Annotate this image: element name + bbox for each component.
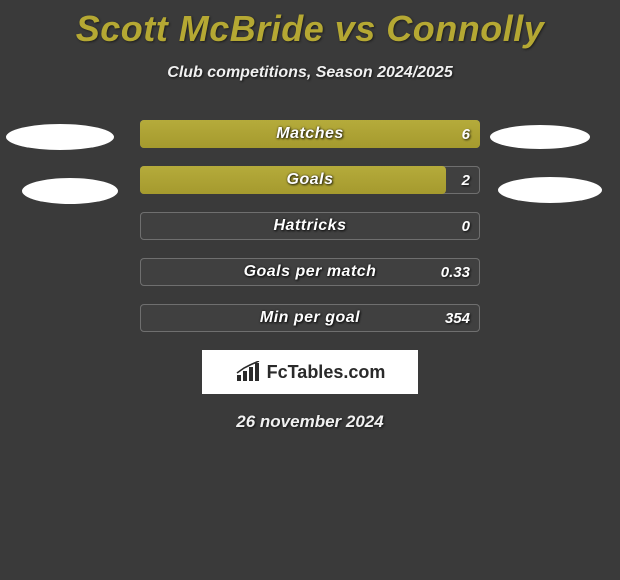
- bar-label: Goals per match: [140, 258, 480, 286]
- stat-bar-row: Hattricks0: [140, 212, 480, 240]
- logo-text: FcTables.com: [267, 362, 386, 383]
- subtitle: Club competitions, Season 2024/2025: [0, 64, 620, 82]
- bar-label: Matches: [140, 120, 480, 148]
- date-text: 26 november 2024: [0, 412, 620, 432]
- bar-label: Goals: [140, 166, 480, 194]
- stat-bar-row: Min per goal354: [140, 304, 480, 332]
- logo-box: FcTables.com: [202, 350, 418, 394]
- bar-value: 0: [462, 212, 470, 240]
- stat-bar-row: Matches6: [140, 120, 480, 148]
- bar-value: 2: [462, 166, 470, 194]
- stats-bars: Matches6Goals2Hattricks0Goals per match0…: [0, 120, 620, 332]
- bar-value: 0.33: [441, 258, 470, 286]
- page-title: Scott McBride vs Connolly: [0, 0, 620, 50]
- chart-icon: [235, 361, 261, 383]
- stat-bar-row: Goals per match0.33: [140, 258, 480, 286]
- stat-bar-row: Goals2: [140, 166, 480, 194]
- bar-value: 354: [445, 304, 470, 332]
- bar-label: Min per goal: [140, 304, 480, 332]
- bar-value: 6: [462, 120, 470, 148]
- bar-label: Hattricks: [140, 212, 480, 240]
